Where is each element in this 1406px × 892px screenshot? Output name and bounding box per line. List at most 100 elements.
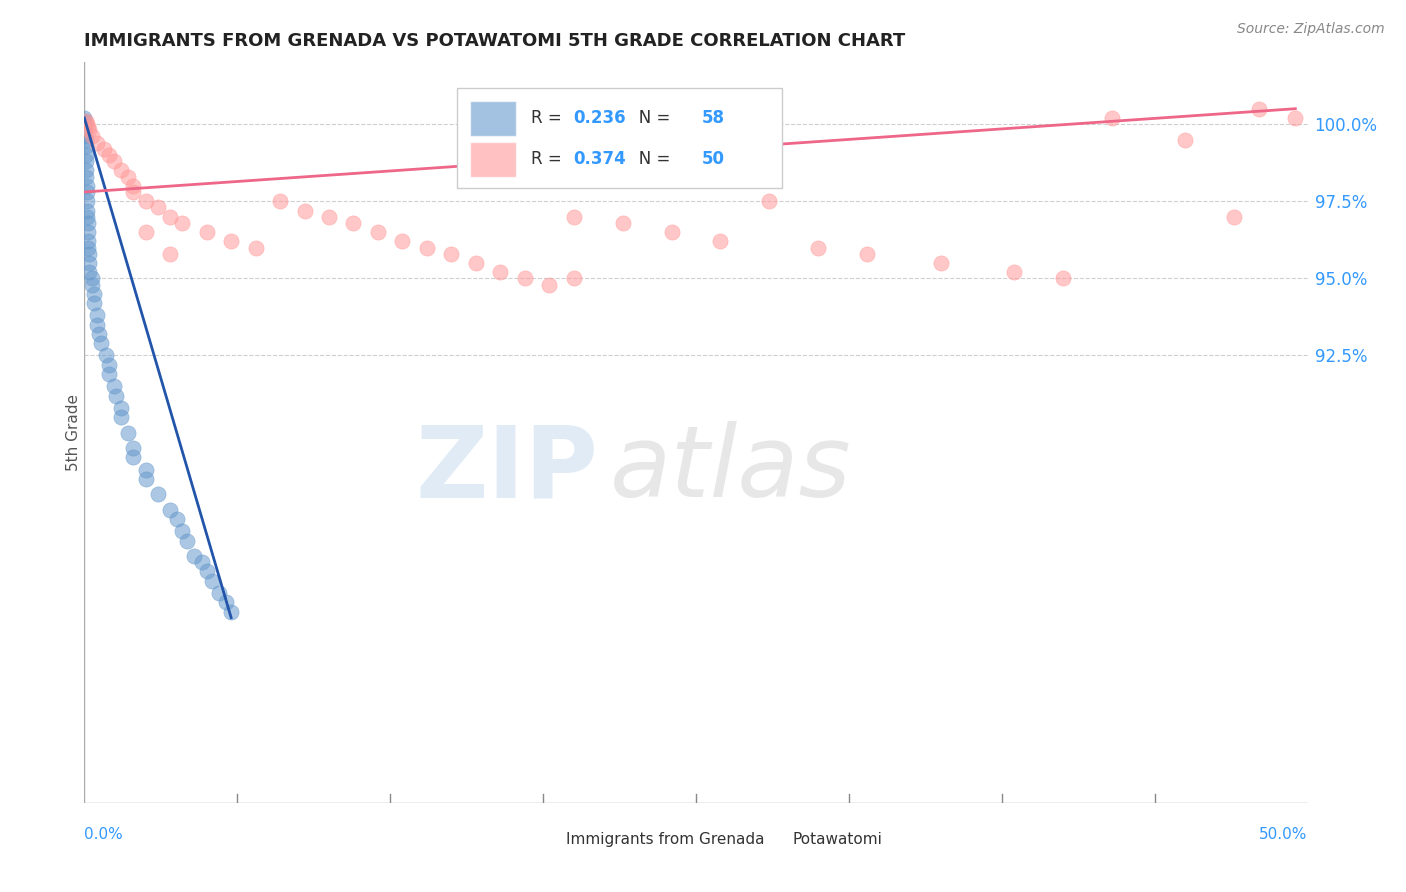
Text: IMMIGRANTS FROM GRENADA VS POTAWATOMI 5TH GRADE CORRELATION CHART: IMMIGRANTS FROM GRENADA VS POTAWATOMI 5T…: [84, 32, 905, 50]
Point: [75, 114, 97, 128]
Point: [122, 450, 145, 465]
Text: 50: 50: [702, 150, 725, 168]
Point: [73, 120, 96, 135]
Point: [183, 549, 205, 563]
Point: [80, 129, 103, 144]
Point: [83, 286, 105, 301]
Text: N =: N =: [623, 150, 675, 168]
Point: [367, 225, 389, 239]
Point: [86, 136, 108, 150]
Point: [219, 605, 242, 619]
Point: [294, 203, 316, 218]
Text: 0.374: 0.374: [574, 150, 627, 168]
Point: [87, 326, 110, 341]
Point: [929, 256, 952, 270]
FancyBboxPatch shape: [751, 831, 786, 847]
Point: [135, 472, 157, 486]
Point: [135, 463, 157, 477]
Point: [215, 595, 238, 609]
Point: [269, 194, 291, 209]
Point: [77, 265, 100, 279]
Point: [1101, 111, 1123, 125]
Point: [77, 225, 100, 239]
Point: [159, 246, 181, 260]
Point: [122, 178, 145, 193]
Point: [103, 154, 125, 169]
Point: [97, 358, 120, 372]
Point: [83, 296, 105, 310]
Point: [172, 216, 194, 230]
Point: [195, 225, 218, 239]
Point: [80, 271, 103, 285]
Point: [77, 120, 100, 135]
Point: [110, 401, 132, 415]
Point: [146, 487, 169, 501]
Text: Potawatomi: Potawatomi: [793, 831, 883, 847]
Point: [159, 502, 181, 516]
Point: [86, 318, 108, 332]
Point: [464, 256, 486, 270]
Point: [562, 210, 585, 224]
Point: [318, 210, 340, 224]
Point: [758, 194, 780, 209]
Point: [76, 210, 98, 224]
FancyBboxPatch shape: [470, 101, 516, 136]
Point: [75, 169, 97, 184]
Point: [208, 586, 231, 600]
Point: [75, 138, 97, 153]
Point: [86, 309, 108, 323]
Point: [80, 277, 103, 292]
Point: [75, 163, 97, 178]
Point: [76, 117, 98, 131]
Point: [391, 235, 413, 249]
Point: [93, 142, 115, 156]
Point: [191, 555, 214, 569]
Point: [73, 111, 96, 125]
Text: atlas: atlas: [610, 421, 852, 518]
Point: [76, 203, 98, 218]
Text: Immigrants from Grenada: Immigrants from Grenada: [567, 831, 765, 847]
Point: [1174, 132, 1197, 146]
Point: [117, 169, 139, 184]
FancyBboxPatch shape: [470, 142, 516, 178]
Point: [513, 271, 536, 285]
Y-axis label: 5th Grade: 5th Grade: [66, 394, 80, 471]
Point: [489, 265, 512, 279]
Point: [76, 194, 98, 209]
Point: [110, 410, 132, 425]
Point: [1247, 102, 1270, 116]
Point: [73, 129, 96, 144]
Point: [856, 246, 879, 260]
Point: [135, 194, 157, 209]
Point: [76, 178, 98, 193]
Point: [807, 241, 830, 255]
Point: [73, 114, 96, 128]
Point: [75, 148, 97, 162]
Point: [172, 524, 194, 539]
Point: [73, 123, 96, 137]
FancyBboxPatch shape: [457, 88, 782, 188]
FancyBboxPatch shape: [524, 831, 560, 847]
Point: [1223, 210, 1246, 224]
Point: [440, 246, 463, 260]
Text: 0.0%: 0.0%: [84, 828, 124, 842]
Point: [73, 127, 96, 141]
Point: [77, 235, 100, 249]
Text: N =: N =: [623, 109, 675, 127]
Point: [661, 225, 683, 239]
Text: Source: ZipAtlas.com: Source: ZipAtlas.com: [1237, 22, 1385, 37]
Point: [416, 241, 439, 255]
Point: [103, 379, 125, 393]
Text: 0.236: 0.236: [574, 109, 626, 127]
Point: [195, 565, 218, 579]
Point: [245, 241, 267, 255]
Point: [219, 235, 242, 249]
Point: [76, 185, 98, 199]
Point: [342, 216, 364, 230]
Point: [135, 225, 157, 239]
Text: ZIP: ZIP: [415, 421, 598, 518]
Point: [612, 216, 634, 230]
Point: [97, 367, 120, 381]
Point: [562, 271, 585, 285]
Text: R =: R =: [531, 150, 567, 168]
